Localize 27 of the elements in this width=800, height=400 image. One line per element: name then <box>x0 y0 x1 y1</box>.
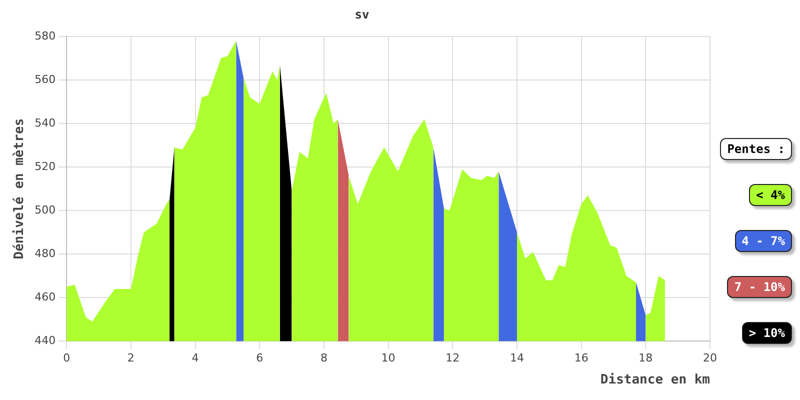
y-tick-label: 580 <box>34 29 56 42</box>
text: 4 - 7% <box>734 230 792 252</box>
x-tick-label: 12 <box>446 352 460 365</box>
x-tick-label: 16 <box>574 352 588 365</box>
text: 7 - 10% <box>727 276 792 298</box>
x-tick-label: 18 <box>638 352 653 365</box>
x-tick-label: 4 <box>192 352 199 365</box>
text: > 10% <box>742 322 792 344</box>
x-axis-title: Distance en km <box>600 372 710 388</box>
x-tick-label: 10 <box>381 352 396 365</box>
y-tick-label: 440 <box>34 334 56 348</box>
y-tick-label: 460 <box>34 290 56 304</box>
y-axis-title: Dénivelé en mètres <box>12 118 28 260</box>
x-tick-label: 20 <box>703 352 717 365</box>
x-tick-label: 2 <box>127 352 134 365</box>
x-tick-label: 8 <box>320 352 328 365</box>
legend-title: Pentes : <box>720 138 792 160</box>
chart-title: sv <box>354 7 370 22</box>
y-tick-label: 540 <box>34 116 56 130</box>
y-tick-label: 500 <box>34 203 56 216</box>
x-tick-label: 14 <box>510 352 524 365</box>
x-tick-label: 6 <box>256 352 264 365</box>
y-tick-label: 560 <box>34 72 56 86</box>
text: < 4% <box>749 184 792 206</box>
y-tick-label: 520 <box>34 160 56 173</box>
y-tick-label: 480 <box>34 246 56 260</box>
x-tick-label: 0 <box>63 352 70 365</box>
